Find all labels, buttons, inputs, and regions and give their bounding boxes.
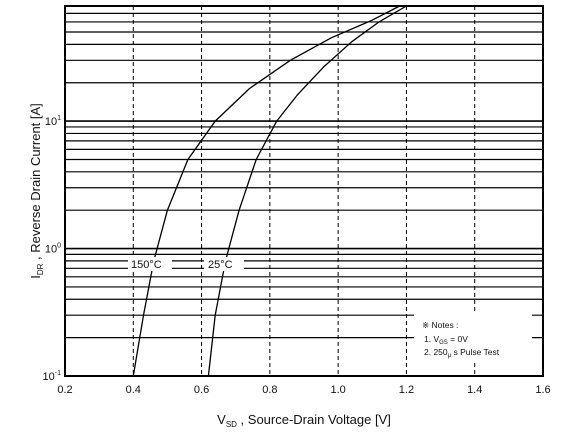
x-tick-label: 0.2	[57, 384, 72, 396]
y-tick-label: 10-1	[43, 370, 62, 383]
plot-frame	[64, 5, 544, 377]
x-axis-label: VSD , Source-Drain Voltage [V]	[217, 412, 391, 429]
x-tick-labels: 0.2 0.4 0.6 0.8 1.0 1.2 1.4 1.6	[57, 384, 550, 396]
y-tick-label: 100	[45, 243, 61, 256]
series-label-bg-150	[128, 257, 172, 271]
note-line-2: 2. 250μ s Pulse Test	[424, 347, 500, 359]
series-label-25c: 25°C	[208, 259, 233, 271]
notes-box: ※ Notes : 1. VGS = 0V 2. 250μ s Pulse Te…	[414, 314, 532, 362]
notes-title: ※ Notes :	[422, 320, 458, 330]
series-line-0	[132, 5, 400, 377]
x-tick-label: 0.6	[194, 384, 209, 396]
series-label-150c: 150°C	[131, 259, 162, 271]
curves	[132, 5, 407, 377]
y-tick-labels: 10-1 100 101	[43, 115, 62, 383]
x-tick-label: 0.4	[126, 384, 141, 396]
x-tick-label: 1.4	[467, 384, 482, 396]
series-line-1	[207, 5, 407, 377]
x-tick-label: 1.6	[535, 384, 550, 396]
note-line-1: 1. VGS = 0V	[424, 334, 468, 346]
y-axis-label: IDR , Reverse Drain Current [A]	[28, 103, 45, 279]
x-tick-label: 1.0	[330, 384, 345, 396]
x-tick-label: 1.2	[399, 384, 414, 396]
series-label-bg-25	[204, 257, 244, 271]
y-tick-label: 101	[45, 115, 61, 128]
x-tick-label: 0.8	[262, 384, 277, 396]
